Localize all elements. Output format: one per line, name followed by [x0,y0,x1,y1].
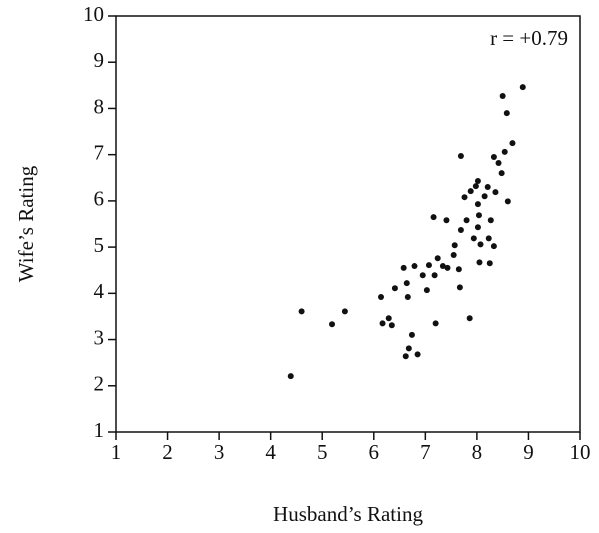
point [411,263,418,270]
point [431,272,438,279]
point [329,321,336,328]
x-tick-label: 8 [472,440,483,464]
point [490,153,497,160]
point [403,280,410,287]
point [391,285,398,292]
y-tick-label: 5 [94,233,105,257]
point [498,170,505,177]
point [450,251,457,258]
point [509,140,516,147]
y-tick-label: 10 [83,2,104,26]
point [456,284,463,291]
point [474,201,481,208]
point [444,264,451,271]
point [457,153,464,160]
point [404,294,411,301]
x-tick-label: 3 [214,440,225,464]
point [486,260,493,267]
point [477,241,484,248]
y-tick-label: 4 [94,279,105,303]
point [443,217,450,224]
x-tick-label: 9 [523,440,534,464]
point [484,184,491,191]
point [490,243,497,250]
x-tick-label: 4 [265,440,276,464]
point [474,224,481,231]
point [472,183,479,190]
point [503,110,510,117]
y-tick-label: 9 [94,48,105,72]
point [461,194,468,201]
point [470,235,477,242]
point [467,188,474,195]
point [487,217,494,224]
point [425,262,432,269]
x-tick-label: 2 [162,440,173,464]
y-axis-label: Wife’s Rating [14,165,38,282]
y-tick-label: 6 [94,187,105,211]
point [432,320,439,327]
point [451,242,458,249]
point [499,92,506,99]
x-tick-label: 1 [111,440,122,464]
point [439,263,446,270]
plot-frame [115,15,581,433]
point [414,351,421,358]
point [481,193,488,200]
y-tick-label: 2 [94,372,105,396]
point [377,294,384,301]
point [485,235,492,242]
point [434,255,441,262]
y-tick-label: 8 [94,94,105,118]
x-tick-label: 5 [317,440,328,464]
point [379,320,386,327]
point [463,217,470,224]
point [430,214,437,221]
point [457,227,464,234]
x-tick-label: 7 [420,440,431,464]
point [492,189,499,196]
point [423,287,430,294]
y-tick-label: 7 [94,140,105,164]
point [341,308,348,315]
point [455,266,462,273]
point [287,373,294,380]
point [466,315,473,322]
point [504,198,511,205]
point [402,353,409,360]
point [400,264,407,271]
point [474,178,481,185]
x-tick-label: 6 [369,440,380,464]
point [519,84,526,91]
point [476,259,483,266]
y-tick-label: 3 [94,325,105,349]
annotation: r = +0.79 [490,26,568,50]
point [501,148,508,155]
y-tick-label: 1 [94,418,105,442]
point [419,272,426,279]
point [495,159,502,166]
point [388,322,395,329]
x-tick-label: 10 [570,440,591,464]
point [475,212,482,219]
point [385,315,392,322]
point [298,308,305,315]
point [405,345,412,352]
point [408,331,415,338]
x-axis-label: Husband’s Rating [273,502,423,526]
